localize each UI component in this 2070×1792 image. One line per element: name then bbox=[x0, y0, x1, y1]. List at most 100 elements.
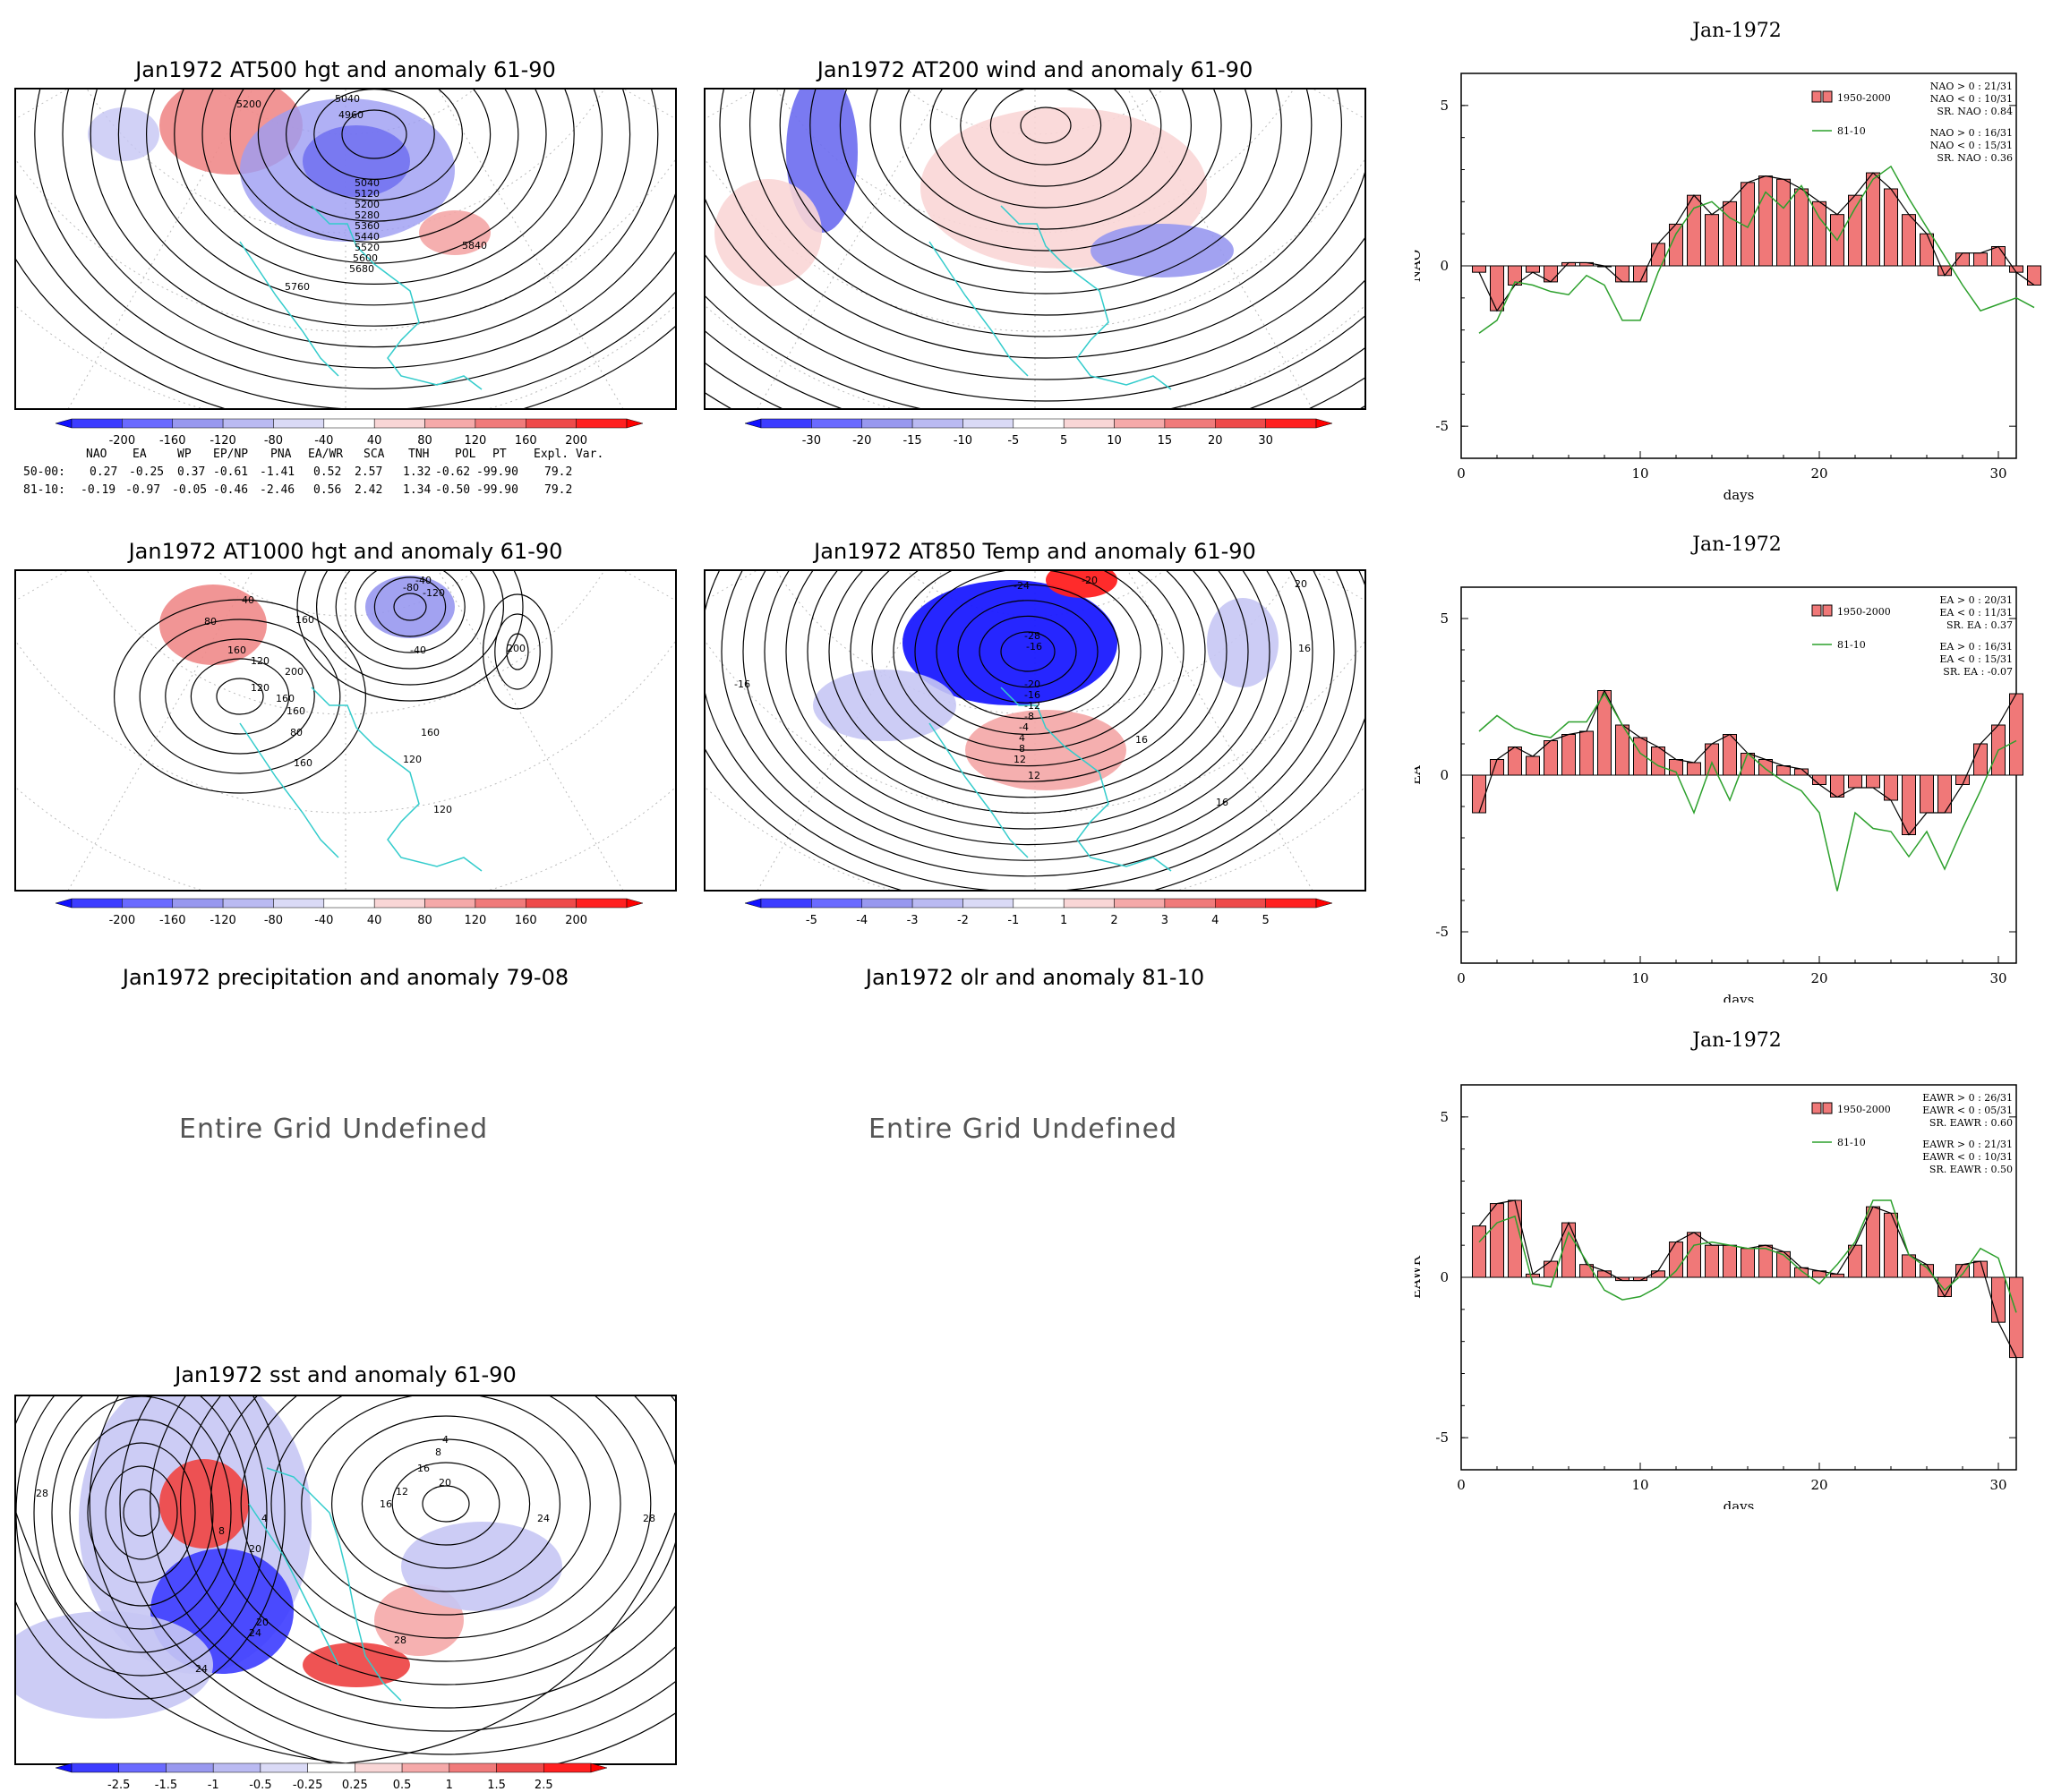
contour-label: -20 bbox=[1082, 575, 1098, 586]
colorbar-tick-label: -1 bbox=[1007, 914, 1019, 927]
map-at850-canvas: -20-24-28-16-20-16-12-8-448121612162016-… bbox=[706, 571, 1364, 890]
contour-label: 20 bbox=[256, 1617, 269, 1628]
contour-label: 8 bbox=[1019, 743, 1025, 755]
colorbar-tick-label: -30 bbox=[802, 434, 821, 448]
contour-label: 20 bbox=[439, 1477, 451, 1489]
index-table-header: NAO EA WP EP/NP PNA EA/WR SCA TNH POL PT… bbox=[18, 448, 680, 465]
contour-label: 5040 bbox=[335, 93, 360, 105]
contour-label: -16 bbox=[1026, 641, 1042, 653]
contour-label: 120 bbox=[433, 804, 452, 815]
legend-text: SR. NAO : 0.36 bbox=[1937, 152, 2013, 164]
chart-title-eawr: Jan-1972 bbox=[1692, 1029, 1782, 1052]
bar bbox=[1973, 252, 1988, 267]
series-line-1950-2000 bbox=[1478, 172, 2035, 312]
contour-label: 40 bbox=[242, 594, 254, 606]
contour-label: 160 bbox=[421, 727, 440, 738]
index-value: 1.32 bbox=[403, 465, 432, 479]
index-value: -0.61 bbox=[213, 465, 249, 479]
bar bbox=[1920, 1264, 1934, 1278]
map-title-at500: Jan1972 AT500 hgt and anomaly 61-90 bbox=[135, 57, 556, 82]
contour-label: -16 bbox=[734, 678, 750, 690]
legend-series-label: 1950-2000 bbox=[1837, 606, 1891, 618]
y-tick-label: 0 bbox=[1440, 258, 1449, 274]
contour-label: -4 bbox=[1019, 721, 1029, 733]
contour-label: 120 bbox=[251, 682, 269, 694]
contour-label: 12 bbox=[1014, 754, 1026, 765]
colorbar-tick-label: -5 bbox=[806, 914, 817, 927]
contour-label: 120 bbox=[251, 655, 269, 667]
bar bbox=[1794, 1267, 1809, 1278]
contour-label: 5760 bbox=[285, 281, 310, 293]
colorbar-tick-label: -200 bbox=[109, 914, 136, 927]
bar bbox=[1705, 214, 1719, 267]
bar bbox=[1472, 265, 1486, 273]
colorbar-tick-label: 0.5 bbox=[393, 1779, 412, 1788]
map-at1000: 40 80 160 160 120 200 160 120 160 -40 -80 -120 -40 20… bbox=[14, 569, 677, 892]
bar bbox=[1937, 774, 1952, 814]
colorbar-tick-label: 80 bbox=[417, 914, 432, 927]
bar bbox=[1937, 265, 1952, 277]
contour-label: 5840 bbox=[462, 240, 487, 252]
colorbar-tick-label: 20 bbox=[1208, 434, 1223, 448]
legend-bar-swatch bbox=[1811, 90, 1822, 103]
index-value: -0.50 bbox=[435, 483, 471, 497]
contour-label: 8 bbox=[435, 1446, 441, 1458]
colorbar-tick-label: 4 bbox=[1211, 914, 1219, 927]
map-at850: -20 -24 -28 -16 -20 -16 -12 -8 -4 4 8 12 16 12 16 20 16-… bbox=[704, 569, 1366, 892]
index-value: -2.46 bbox=[260, 483, 295, 497]
contour-label: 16 bbox=[417, 1463, 430, 1474]
index-table-row-81-10: 81-10: -0.19 -0.97 -0.05 -0.46 -2.46 0.5… bbox=[18, 483, 680, 501]
x-tick-label: 10 bbox=[1631, 970, 1648, 986]
contour-label: 20 bbox=[1295, 578, 1307, 590]
index-value: 79.2 bbox=[544, 483, 573, 497]
series-line-81-10 bbox=[1478, 165, 2035, 334]
contour-label: 16 bbox=[1135, 734, 1148, 746]
legend-bar-swatch bbox=[1811, 604, 1822, 617]
index-header: NAO bbox=[86, 448, 107, 461]
colorbar-tick-label: -1.5 bbox=[155, 1779, 177, 1788]
map-title-at1000: Jan1972 AT1000 hgt and anomaly 61-90 bbox=[128, 539, 563, 564]
colorbar-tick-label: -40 bbox=[314, 434, 333, 448]
y-axis-label: EAWR bbox=[1415, 1255, 1424, 1299]
index-header: EA/WR bbox=[308, 448, 344, 461]
contour-label: -40 bbox=[410, 644, 426, 656]
contour-label: 12 bbox=[1028, 770, 1040, 781]
legend-text: EAWR > 0 : 21/31 bbox=[1922, 1139, 2013, 1150]
bar bbox=[1687, 762, 1701, 776]
contour-label: 16 bbox=[1216, 797, 1228, 808]
index-value: 0.27 bbox=[90, 465, 118, 479]
colorbar-tick-label: -20 bbox=[852, 434, 871, 448]
bar bbox=[1651, 1270, 1665, 1278]
legend-text: NAO > 0 : 21/31 bbox=[1930, 81, 2013, 92]
colorbar-tick-label: 1.5 bbox=[487, 1779, 506, 1788]
legend-text: EAWR > 0 : 26/31 bbox=[1922, 1092, 2013, 1104]
legend-text: SR. EA : -0.07 bbox=[1943, 666, 2013, 678]
bar bbox=[1544, 740, 1558, 776]
index-value: 1.34 bbox=[403, 483, 432, 497]
index-value: 0.37 bbox=[177, 465, 206, 479]
index-header: Expl. Var. bbox=[534, 448, 604, 461]
contour-label: 80 bbox=[204, 616, 217, 627]
legend-bar-swatch bbox=[1822, 604, 1833, 617]
colorbar-tick-label: -0.25 bbox=[293, 1779, 323, 1788]
y-tick-label: -5 bbox=[1435, 418, 1449, 434]
olr-undefined-message: Entire Grid Undefined bbox=[868, 1114, 1178, 1145]
index-value: 2.42 bbox=[355, 483, 383, 497]
contour-label: -20 bbox=[1024, 678, 1040, 690]
x-tick-label: 30 bbox=[1989, 465, 2006, 482]
contour-label: 5120 bbox=[355, 188, 380, 200]
contour-label: 28 bbox=[643, 1513, 655, 1524]
x-tick-label: 20 bbox=[1810, 1477, 1827, 1493]
index-value: 79.2 bbox=[544, 465, 573, 479]
bar bbox=[1758, 175, 1773, 267]
map-at200-canvas bbox=[706, 90, 1364, 408]
colorbar-tick-label: 5 bbox=[1262, 914, 1269, 927]
bar bbox=[1812, 201, 1826, 267]
contour-label: 24 bbox=[195, 1663, 208, 1675]
contour-label: 5200 bbox=[236, 98, 261, 110]
index-value: -0.19 bbox=[81, 483, 116, 497]
contour-label: 5680 bbox=[349, 263, 374, 275]
bar bbox=[2009, 265, 2023, 273]
